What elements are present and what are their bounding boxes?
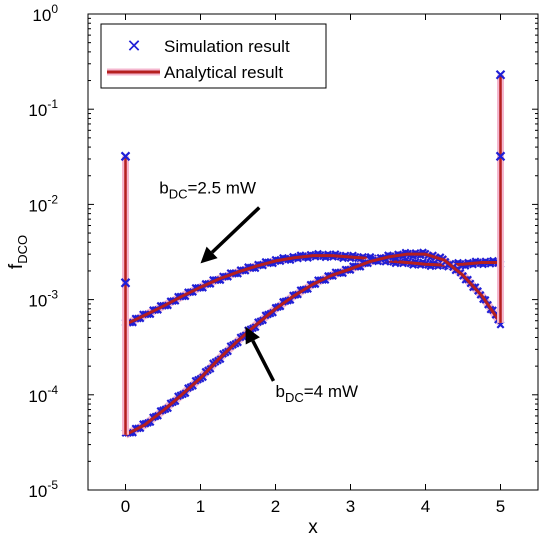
spike-right-point-0 — [495, 151, 506, 162]
x-tick-label-0: 0 — [121, 497, 130, 516]
annotation-arrow-shaft-1 — [251, 340, 276, 382]
spike-right-point-1 — [495, 69, 506, 80]
y-axis-label: fDCO — [6, 235, 30, 269]
spike-left-point-1 — [120, 151, 131, 162]
y-axis-label-main: f — [6, 263, 27, 269]
x-tick-label-1: 1 — [196, 497, 205, 516]
y-tick-label-0: 10-5 — [28, 478, 58, 501]
annotation-arrow-head-1 — [245, 326, 260, 345]
legend-marker-simulation: ✕ — [126, 36, 141, 57]
y-tick-label-4: 10-1 — [28, 97, 58, 120]
x-axis-label: x — [308, 517, 318, 538]
y-tick-label-5: 100 — [32, 2, 58, 25]
annotation-arrow-head-0 — [200, 246, 218, 264]
legend: ✕ Simulation result Analytical result — [100, 23, 327, 89]
y-tick-label-1: 10-4 — [28, 383, 58, 406]
y-tick-label-2: 10-3 — [28, 288, 58, 311]
annotation-label-1: bDC=4 mW — [276, 382, 359, 405]
annotations: bDC=2.5 mW bDC=4 mW — [159, 179, 358, 405]
x-tick-label-2: 2 — [271, 497, 280, 516]
legend-label-simulation: Simulation result — [164, 37, 290, 56]
y-axis-label-sub: DCO — [15, 235, 30, 264]
x-tick-label-4: 4 — [421, 497, 430, 516]
annotation-arrow-shaft-0 — [210, 206, 261, 254]
annotation-label-0: bDC=2.5 mW — [159, 179, 256, 202]
series-layer — [120, 69, 506, 439]
series-1-line — [124, 252, 502, 437]
spike-left-point-0 — [120, 278, 131, 288]
series-0-line — [124, 254, 501, 326]
x-tick-label-3: 3 — [346, 497, 355, 516]
x-tick-label-5: 5 — [496, 497, 505, 516]
plot-frame — [87, 13, 539, 491]
y-tick-label-3: 10-2 — [28, 192, 58, 215]
axis-ticks: 0 1 2 3 4 5 10-5 10-4 10-3 10-2 10-1 100 — [28, 2, 538, 516]
legend-label-analytical: Analytical result — [164, 63, 283, 82]
legend-box — [100, 23, 327, 89]
